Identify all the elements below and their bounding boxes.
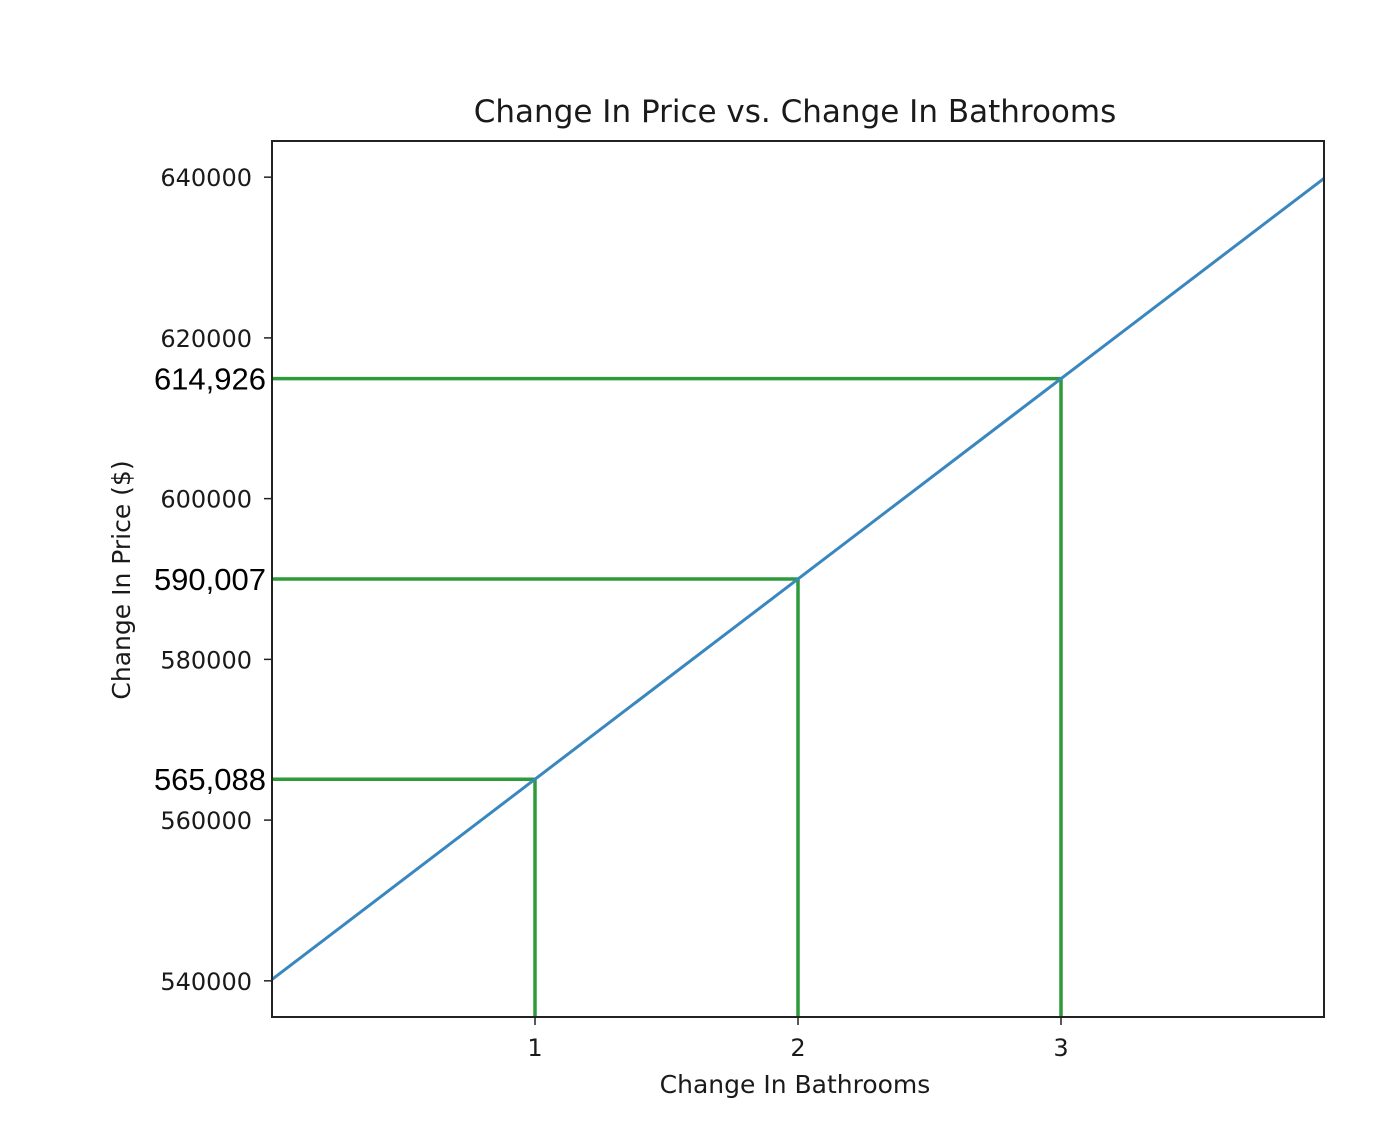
reference-label-1: 565,088 (154, 762, 266, 797)
reference-label-3: 614,926 (154, 362, 266, 397)
series-line-1 (271, 177, 1325, 981)
y-axis: 540000 560000 580000 600000 620000 640000 (160, 164, 272, 996)
plot-area (271, 177, 1325, 1017)
x-tick-label-1: 1 (527, 1034, 542, 1062)
x-axis: 1 2 3 (527, 1017, 1069, 1062)
y-tick-label-2: 560000 (160, 807, 252, 835)
y-tick-label-1: 540000 (160, 968, 252, 996)
reference-labels: 565,088 590,007 614,926 (154, 362, 266, 798)
y-tick-label-3: 580000 (160, 646, 252, 674)
reference-label-2: 590,007 (154, 562, 266, 597)
y-axis-label: Change In Price ($) (107, 460, 136, 699)
y-tick-label-5: 620000 (160, 325, 252, 353)
y-tick-label-6: 640000 (160, 164, 252, 192)
chart-title: Change In Price vs. Change In Bathrooms (474, 94, 1116, 130)
x-axis-label: Change In Bathrooms (660, 1070, 931, 1099)
x-tick-label-3: 3 (1053, 1034, 1068, 1062)
y-tick-label-4: 600000 (160, 486, 252, 514)
x-tick-label-2: 2 (790, 1034, 805, 1062)
